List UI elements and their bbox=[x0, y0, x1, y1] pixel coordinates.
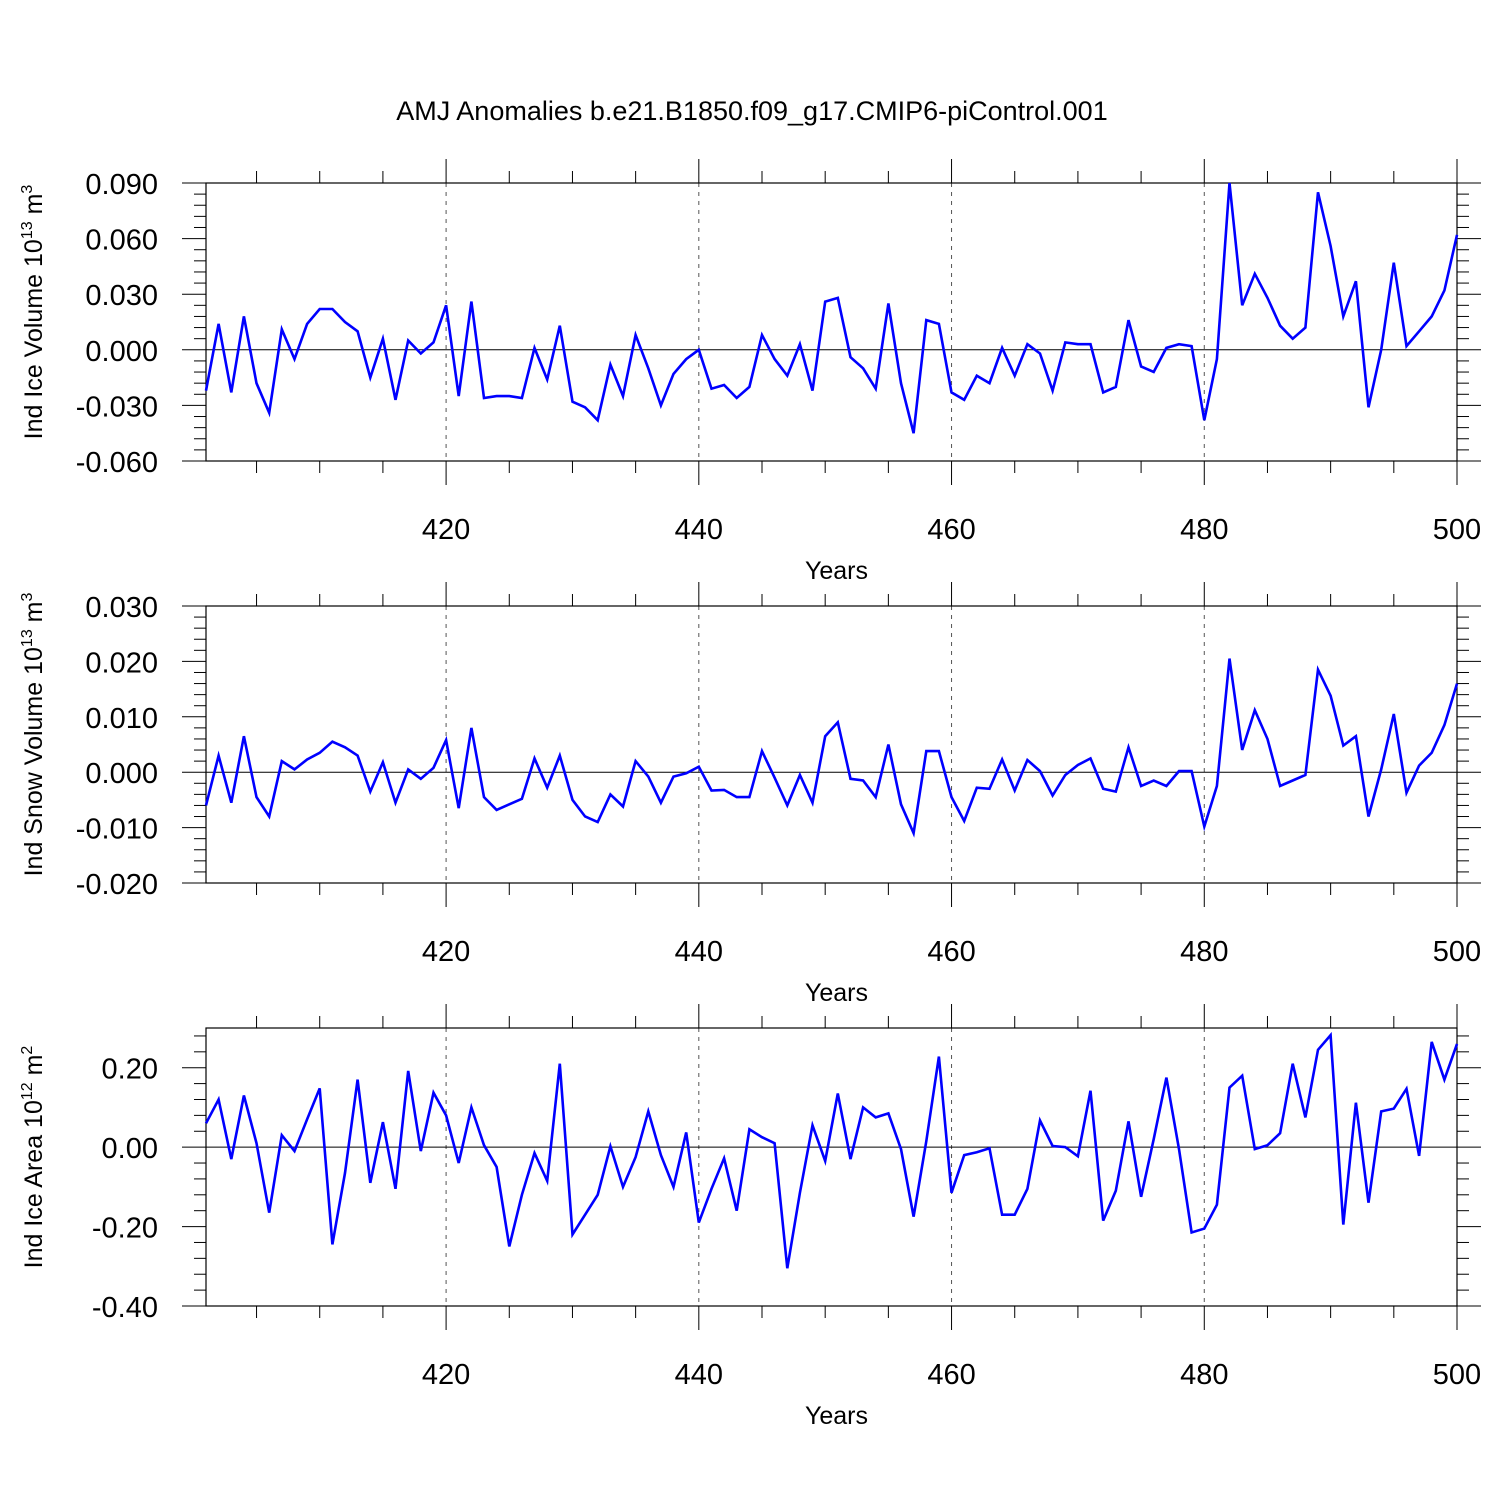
x-tick-label: 420 bbox=[422, 514, 470, 546]
y-tick-label: 0.060 bbox=[85, 225, 158, 257]
y-tick-label: 0.030 bbox=[85, 280, 158, 312]
chart-title: AMJ Anomalies b.e21.B1850.f09_g17.CMIP6-… bbox=[396, 96, 1107, 126]
y-axis-label: Ind Snow Volume 1013 m3 bbox=[19, 593, 48, 877]
x-tick-label: 500 bbox=[1433, 1359, 1481, 1391]
y-tick-label: 0.000 bbox=[85, 758, 158, 790]
x-tick-label: 460 bbox=[927, 936, 975, 968]
y-tick-label: 0.090 bbox=[85, 169, 158, 201]
y-tick-label: -0.020 bbox=[76, 869, 158, 901]
plot-frame bbox=[205, 605, 1458, 884]
x-tick-label: 500 bbox=[1433, 514, 1481, 546]
x-tick-label: 440 bbox=[675, 936, 723, 968]
y-tick-label: -0.20 bbox=[92, 1213, 158, 1245]
y-axis-label: Ind Ice Area 1012 m2 bbox=[19, 1046, 48, 1269]
x-tick-label: 480 bbox=[1180, 514, 1228, 546]
x-axis-label: Years bbox=[805, 979, 868, 1007]
y-tick-label: 0.000 bbox=[85, 336, 158, 368]
x-tick-label: 440 bbox=[675, 514, 723, 546]
panel-ice-area: 0.20 0.00 -0.20 -0.40 420 440 460 480 500 Years In… bbox=[19, 1004, 1481, 1430]
y-tick-label: 0.20 bbox=[102, 1054, 158, 1086]
y-tick-label: 0.030 bbox=[85, 592, 158, 624]
y-tick-label: 0.00 bbox=[102, 1133, 158, 1165]
x-tick-label: 480 bbox=[1180, 1359, 1228, 1391]
x-axis-label: Years bbox=[805, 1402, 868, 1430]
y-tick-label: 0.010 bbox=[85, 703, 158, 735]
x-tick-label: 420 bbox=[422, 1359, 470, 1391]
plot-frame bbox=[205, 182, 1458, 462]
x-tick-label: 460 bbox=[927, 514, 975, 546]
x-tick-label: 440 bbox=[675, 1359, 723, 1391]
x-axis-label: Years bbox=[805, 557, 868, 585]
x-tick-label: 480 bbox=[1180, 936, 1228, 968]
series-line bbox=[204, 658, 1459, 838]
y-tick-label: -0.010 bbox=[76, 814, 158, 846]
x-tick-label: 460 bbox=[927, 1359, 975, 1391]
panel-snow-volume: 0.030 0.020 0.010 0.000 -0.010 -0.020 420 440 46… bbox=[19, 582, 1481, 1007]
x-tick-label: 500 bbox=[1433, 936, 1481, 968]
y-axis-label: Ind Ice Volume 1013 m3 bbox=[19, 185, 48, 440]
panel-ice-volume: 0.090 0.060 0.030 0.000 -0.030 -0.060 420 440 46… bbox=[19, 159, 1481, 585]
y-tick-label: -0.030 bbox=[76, 391, 158, 423]
y-tick-label: -0.40 bbox=[92, 1292, 158, 1324]
series-line bbox=[204, 182, 1459, 434]
x-tick-label: 420 bbox=[422, 936, 470, 968]
series-line bbox=[204, 1031, 1459, 1269]
y-tick-label: 0.020 bbox=[85, 647, 158, 679]
plot-frame bbox=[205, 1027, 1458, 1307]
y-tick-label: -0.060 bbox=[76, 447, 158, 479]
